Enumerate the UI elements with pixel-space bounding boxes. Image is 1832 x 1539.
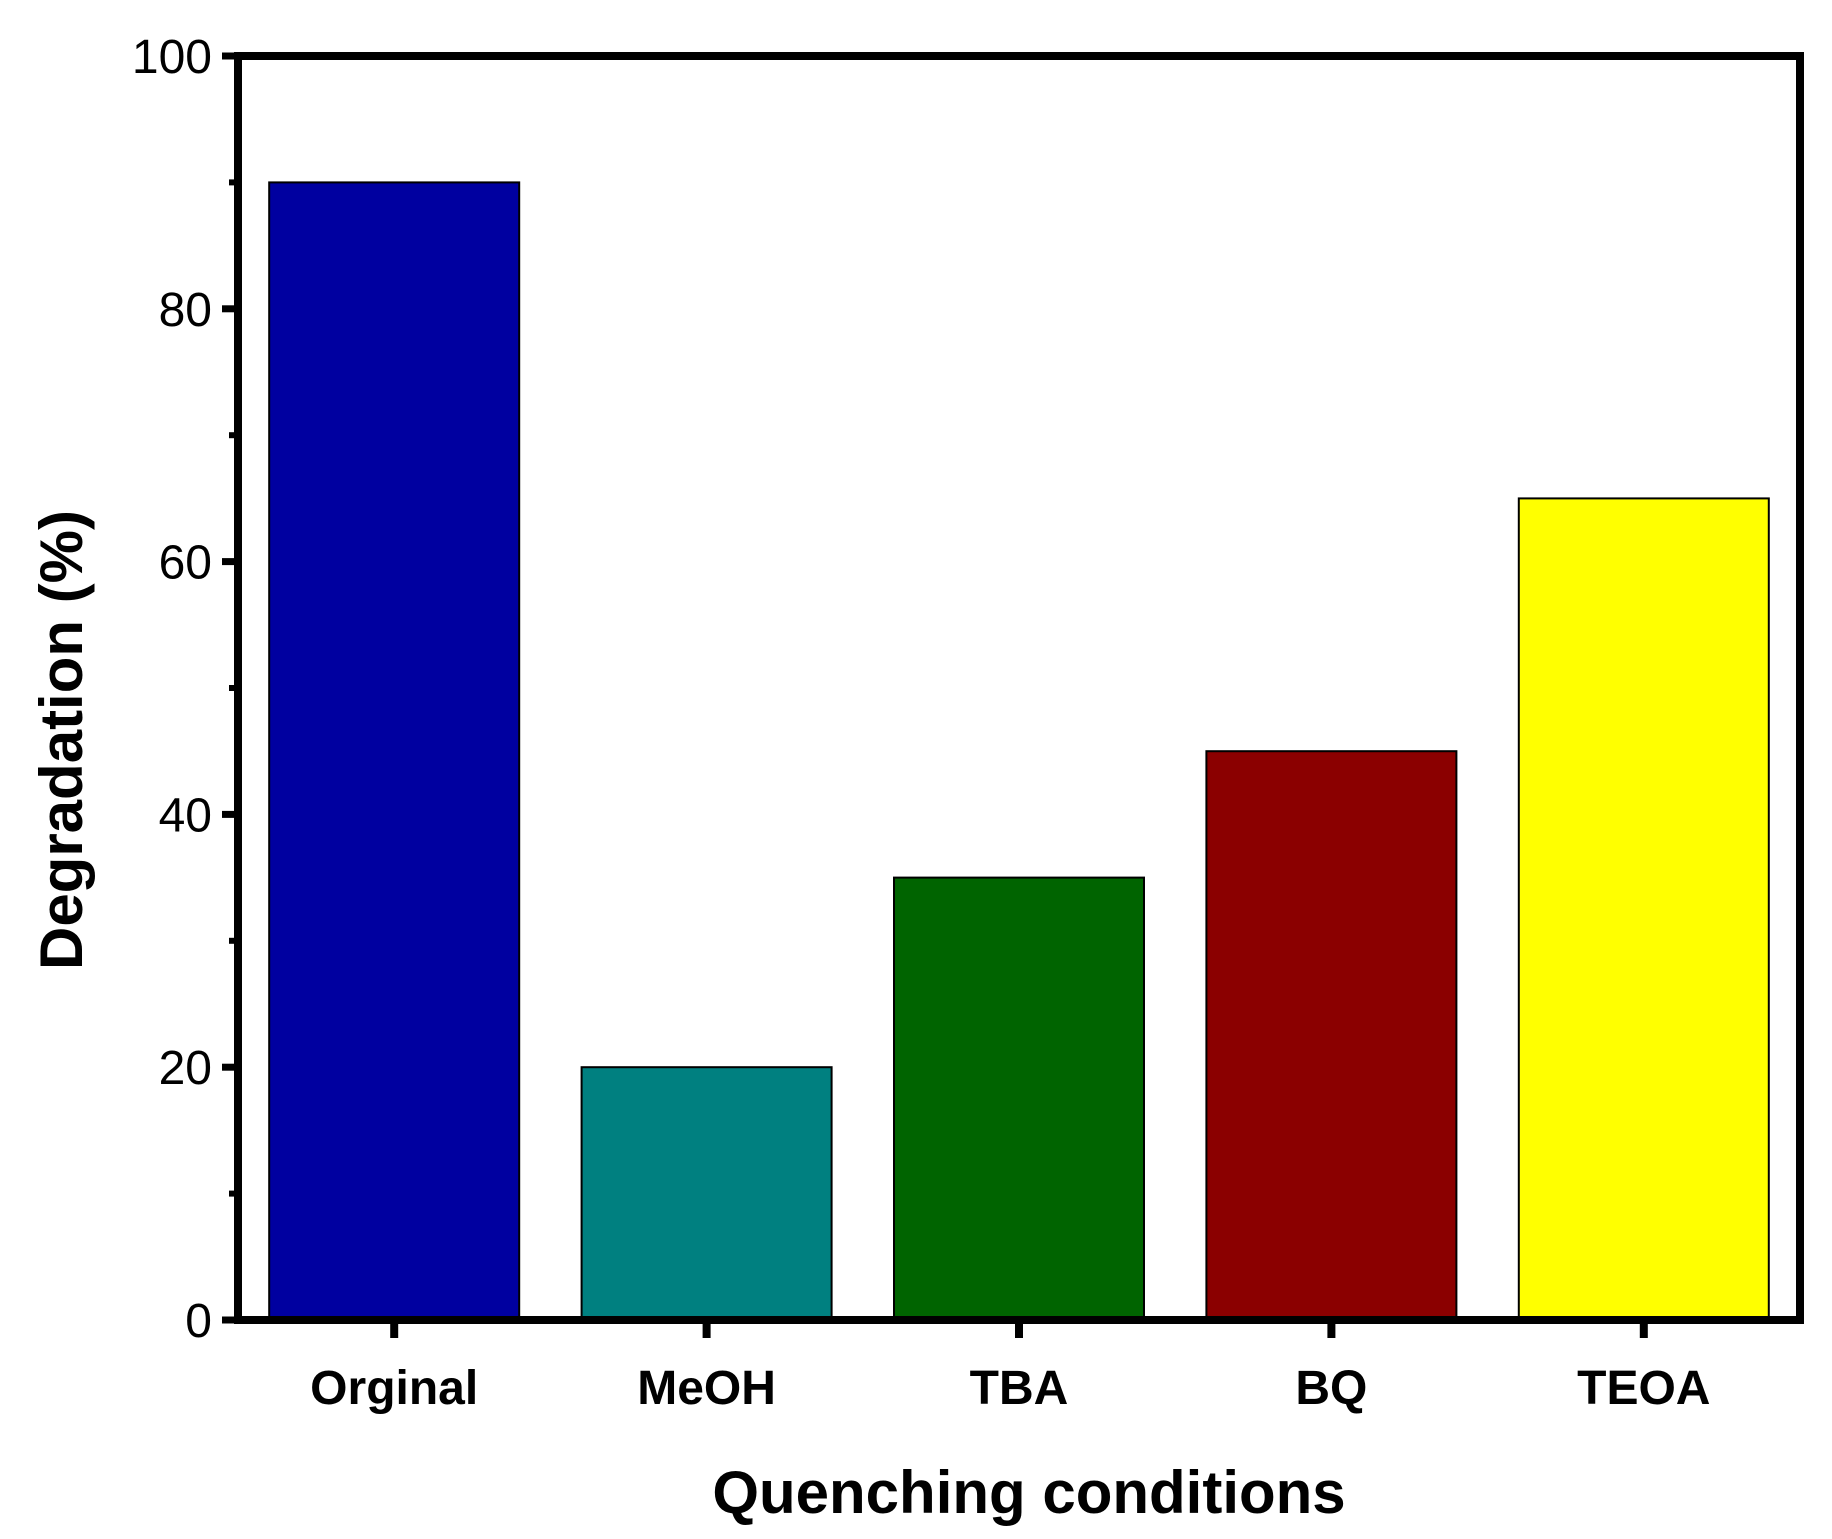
y-tick-label: 40 <box>159 789 212 842</box>
x-tick-label-teoa: TEOA <box>1577 1362 1710 1415</box>
bars-layer <box>268 181 1770 1321</box>
y-tick-label: 0 <box>185 1295 212 1348</box>
x-tick-label-meoh: MeOH <box>637 1362 776 1415</box>
y-tick-label: 20 <box>159 1042 212 1095</box>
x-axis-title: Quenching conditions <box>712 1459 1345 1526</box>
y-tick-label: 80 <box>159 284 212 337</box>
y-axis-title: Degradation (%) <box>28 510 95 970</box>
bar-tba <box>893 876 1145 1321</box>
axes-layer <box>222 52 1804 1338</box>
x-tick-label-orginal: Orginal <box>310 1362 478 1415</box>
bar-teoa <box>1517 497 1770 1321</box>
labels-layer: Quenching conditions Degradation (%) 0 20… <box>28 31 1710 1526</box>
bar-meoh <box>580 1066 833 1321</box>
bar-bq <box>1205 750 1458 1321</box>
y-tick-label: 100 <box>132 31 212 84</box>
bar-orginal <box>268 181 521 1321</box>
x-tick-label-tba: TBA <box>970 1362 1069 1415</box>
x-tick-label-bq: BQ <box>1295 1362 1367 1415</box>
y-tick-label: 60 <box>159 537 212 590</box>
